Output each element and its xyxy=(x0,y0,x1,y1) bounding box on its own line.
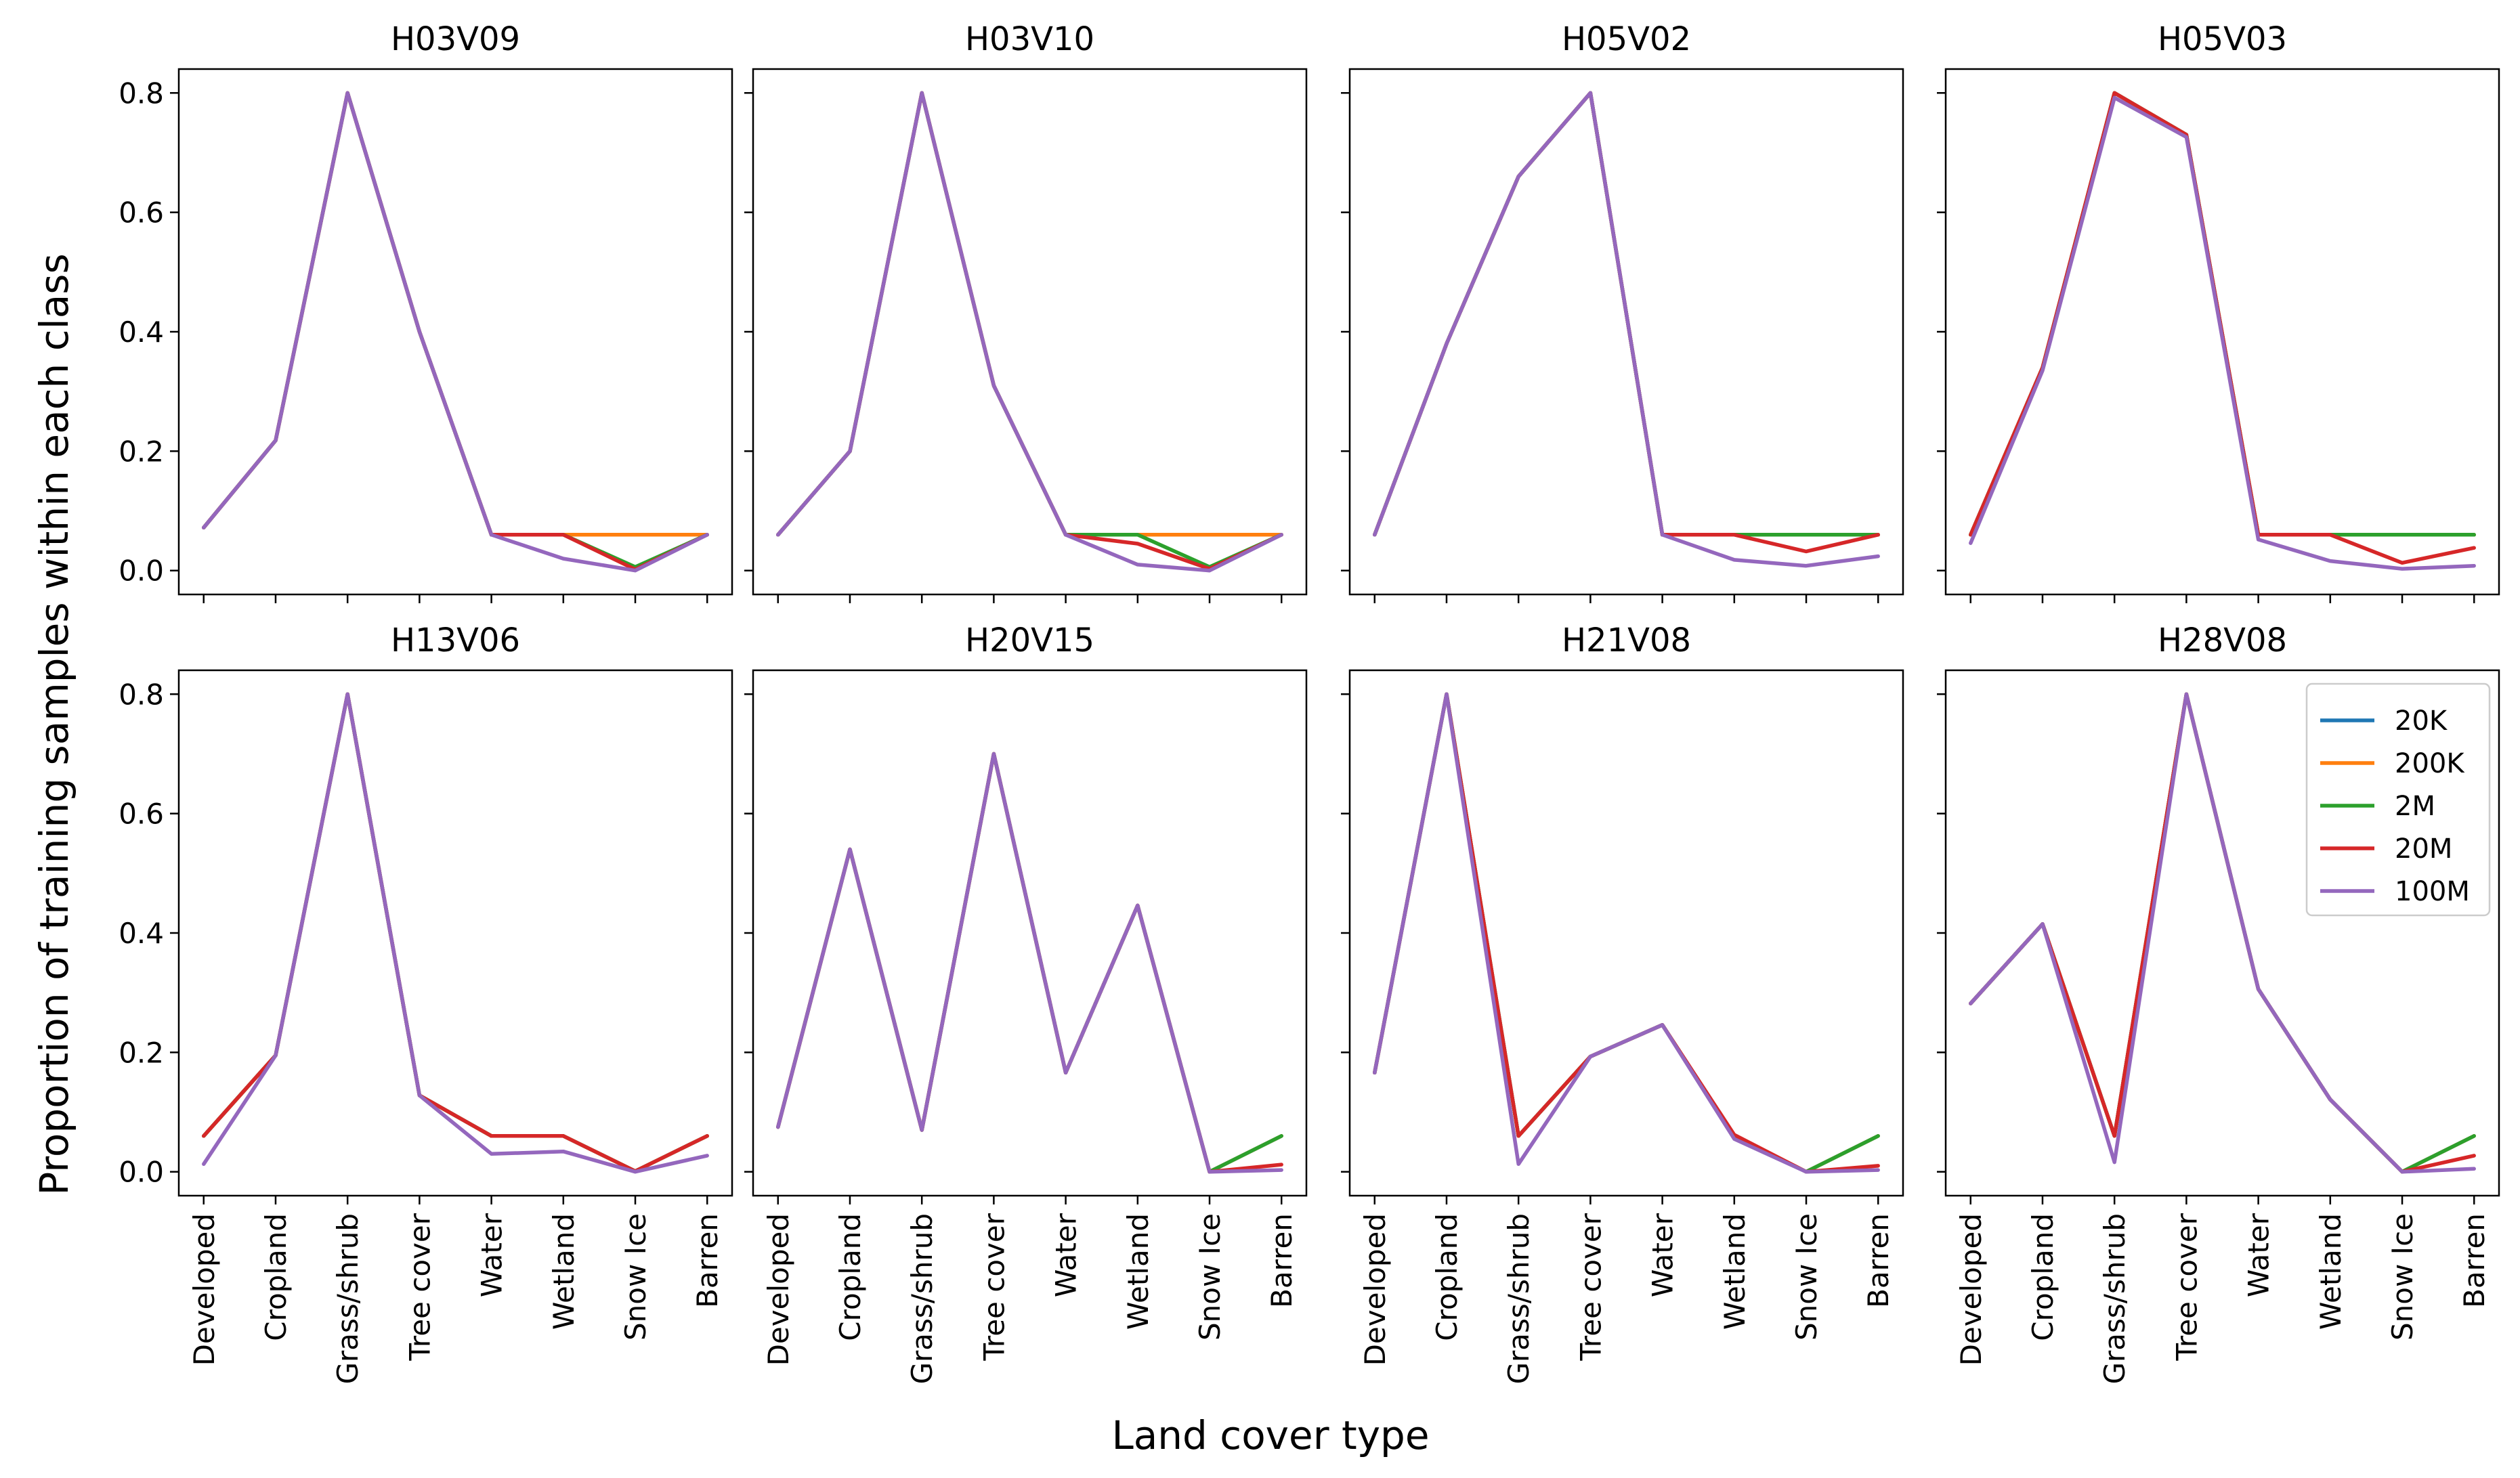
plot-frame xyxy=(177,68,733,596)
y-tick-label: 0.0 xyxy=(119,555,164,588)
subplot-grid: H03V09 0.0 0.2 0.4 0.6 0.8 H03V10 H05V02 H05V03 H… xyxy=(119,20,2500,1385)
y-tick-label: 0.4 xyxy=(119,316,164,349)
y-tick-label: 0.6 xyxy=(119,196,164,230)
legend-label-200k: 200K xyxy=(2395,748,2465,779)
y-tick-label: 0.2 xyxy=(119,435,164,468)
plot-frame xyxy=(752,68,1308,596)
series-line-100m xyxy=(1373,692,1880,1174)
x-tick-label: Developed xyxy=(1359,1213,1392,1366)
subplot-h05v02: H05V02 xyxy=(1341,20,1904,603)
plot-frame xyxy=(177,669,733,1197)
y-tick-label: 0.4 xyxy=(119,917,164,950)
x-tick-label: Grass/shrub xyxy=(331,1213,364,1385)
legend-box xyxy=(2305,682,2491,917)
y-tick-label: 0.0 xyxy=(119,1156,164,1189)
series-line-100m xyxy=(776,91,1283,573)
x-tick-label: Tree cover xyxy=(1574,1213,1607,1361)
subplot-h03v10: H03V10 xyxy=(744,20,1308,603)
plot-frame xyxy=(1348,669,1904,1197)
x-tick-label: Cropland xyxy=(2026,1213,2059,1341)
subplot-h28v08: H28V08 Developed Cropland Grass/shrub Tree c… xyxy=(1937,622,2500,1385)
subplot-title: H03V10 xyxy=(965,20,1094,58)
subplot-h03v09: H03V09 0.0 0.2 0.4 0.6 0.8 xyxy=(119,20,733,603)
x-tick-label: Wetland xyxy=(1718,1213,1751,1330)
x-tick-label: Barren xyxy=(1862,1213,1895,1308)
series-line-100m xyxy=(1969,95,2476,571)
x-tick-label: Developed xyxy=(188,1213,221,1366)
y-tick-label: 0.8 xyxy=(119,77,164,110)
x-tick-label: Grass/shrub xyxy=(1502,1213,1535,1385)
series-line-100m xyxy=(1969,692,2476,1174)
plot-frame xyxy=(1348,68,1904,596)
plot-frame xyxy=(1944,68,2500,596)
x-tick-label: Barren xyxy=(691,1213,724,1308)
x-tick-label: Cropland xyxy=(834,1213,867,1341)
x-tick-label: Tree cover xyxy=(977,1213,1010,1361)
x-tick-label: Cropland xyxy=(259,1213,293,1341)
x-tick-label: Wetland xyxy=(547,1213,580,1330)
legend-label-20m: 20M xyxy=(2395,833,2452,865)
x-tick-label: Water xyxy=(2242,1213,2276,1297)
x-tick-label: Developed xyxy=(762,1213,795,1366)
y-tick-label: 0.6 xyxy=(119,798,164,831)
subplot-h20v15: H20V15 Developed Cropland Grass/shrub Tree c… xyxy=(744,622,1308,1385)
x-tick-label: Water xyxy=(475,1213,509,1297)
x-tick-label: Barren xyxy=(2458,1213,2491,1308)
x-tick-label: Developed xyxy=(1955,1213,1988,1366)
subplot-title: H13V06 xyxy=(391,622,520,659)
x-tick-label: Barren xyxy=(1265,1213,1298,1308)
subplot-h13v06: H13V06 0.0 0.2 0.4 0.6 0.8 Developed Cropland Gr… xyxy=(119,622,733,1385)
legend-label-2m: 2M xyxy=(2395,791,2435,822)
subplot-h21v08: H21V08 Developed Cropland Grass/shrub Tree c… xyxy=(1341,622,1904,1385)
x-tick-label: Snow Ice xyxy=(2386,1213,2419,1341)
x-tick-label: Tree cover xyxy=(2170,1213,2203,1361)
subplot-title: H05V02 xyxy=(1562,20,1691,58)
x-tick-label: Water xyxy=(1050,1213,1083,1297)
x-tick-label: Wetland xyxy=(2314,1213,2347,1330)
figure-y-axis-label: Proportion of training samples within ea… xyxy=(31,253,77,1195)
legend-label-100m: 100M xyxy=(2395,876,2470,907)
plot-frame xyxy=(1944,669,2500,1197)
subplot-title: H03V09 xyxy=(391,20,520,58)
x-tick-label: Tree cover xyxy=(403,1213,436,1361)
subplot-title: H20V15 xyxy=(965,622,1094,659)
legend: 20K 200K 2M 20M 100M xyxy=(2305,682,2491,917)
x-tick-label: Grass/shrub xyxy=(905,1213,939,1385)
figure-x-axis-label: Land cover type xyxy=(1111,1412,1429,1458)
subplot-title: H21V08 xyxy=(1562,622,1691,659)
x-tick-label: Wetland xyxy=(1122,1213,1155,1330)
x-tick-label: Snow Ice xyxy=(619,1213,652,1341)
x-tick-label: Snow Ice xyxy=(1790,1213,1823,1341)
series-line-100m xyxy=(202,91,709,573)
x-tick-label: Water xyxy=(1646,1213,1680,1297)
subplot-h05v03: H05V03 xyxy=(1937,20,2500,603)
x-tick-label: Snow Ice xyxy=(1193,1213,1226,1341)
subplot-title: H28V08 xyxy=(2158,622,2287,659)
plot-frame xyxy=(752,669,1308,1197)
series-line-100m xyxy=(1373,91,1880,568)
x-tick-label: Grass/shrub xyxy=(2098,1213,2131,1385)
y-tick-label: 0.2 xyxy=(119,1036,164,1069)
y-tick-label: 0.8 xyxy=(119,678,164,711)
series-line-100m xyxy=(776,752,1283,1174)
subplot-title: H05V03 xyxy=(2158,20,2287,58)
legend-label-20k: 20K xyxy=(2395,705,2448,737)
series-line-100m xyxy=(202,692,709,1174)
x-tick-label: Cropland xyxy=(1430,1213,1464,1341)
